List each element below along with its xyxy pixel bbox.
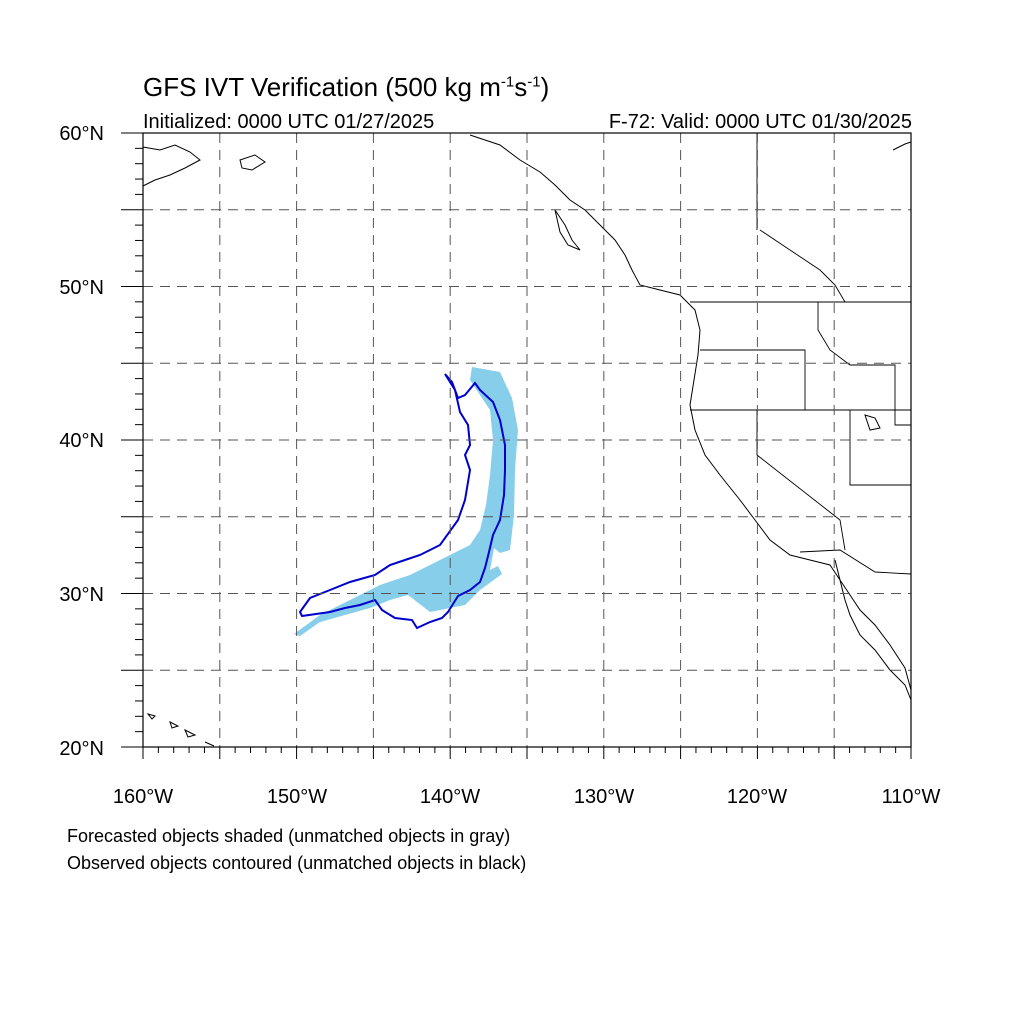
map-title: GFS IVT Verification (500 kg m-1s-1) <box>143 72 550 102</box>
lat-label-60n: 60°N <box>59 123 104 145</box>
lon-label-140w: 140°W <box>419 786 481 808</box>
legend-forecast-note: Forecasted objects shaded (unmatched obj… <box>67 826 511 846</box>
lat-label-50n: 50°N <box>59 277 104 299</box>
lat-label-20n: 20°N <box>59 738 104 760</box>
valid-time: F-72: Valid: 0000 UTC 01/30/2025 <box>608 111 912 133</box>
grid-lines <box>143 133 911 747</box>
lon-label-150w: 150°W <box>266 786 328 808</box>
lat-label-40n: 40°N <box>59 430 104 452</box>
lon-label-110w: 110°W <box>881 786 941 808</box>
axis-ticks <box>121 132 912 759</box>
legend-observed-note: Observed objects contoured (unmatched ob… <box>67 853 527 873</box>
lat-label-30n: 30°N <box>59 584 104 606</box>
political-borders <box>690 133 912 575</box>
lon-label-120w: 120°W <box>726 786 788 808</box>
observed-object-contour <box>298 373 506 630</box>
initialized-time: Initialized: 0000 UTC 01/27/2025 <box>143 111 435 133</box>
coastlines <box>142 134 912 747</box>
forecast-object-shaded <box>294 367 518 636</box>
lon-label-130w: 130°W <box>573 786 635 808</box>
lon-label-160w: 160°W <box>112 786 174 808</box>
